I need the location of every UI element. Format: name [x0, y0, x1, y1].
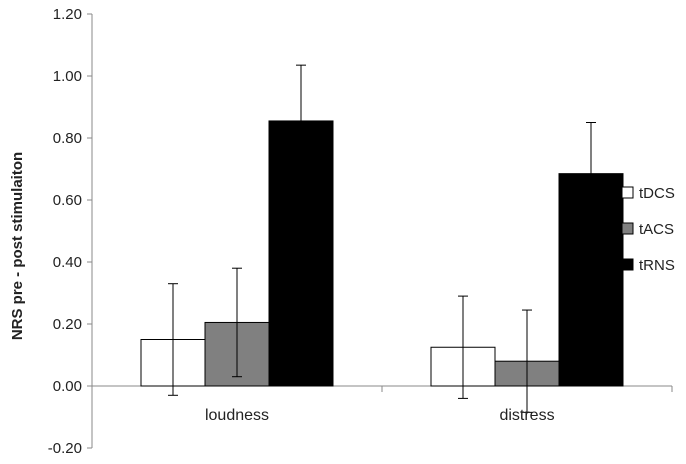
legend-label-tacs: tACS [639, 221, 674, 238]
y-tick-label: 1.20 [53, 6, 82, 23]
y-axis-label: NRS pre - post stimulaiton [9, 152, 26, 340]
legend-swatch-trns [621, 258, 634, 271]
y-axis-ticks: -0.20 0.00 0.20 0.40 0.60 0.80 1.00 1.20 [48, 6, 92, 457]
y-tick-label: 0.40 [53, 254, 82, 271]
y-tick-label: 0.20 [53, 316, 82, 333]
legend-label-trns: tRNS [639, 257, 675, 274]
bars-group [91, 64, 673, 413]
y-tick-label: 0.60 [53, 192, 82, 209]
legend: tDCS tACS tRNS [621, 185, 675, 274]
category-labels: loudness distress [205, 407, 555, 424]
legend-swatch-tacs [621, 222, 634, 235]
y-tick-label: 0.00 [53, 378, 82, 395]
y-tick-label: -0.20 [48, 440, 82, 457]
y-tick-label: 0.80 [53, 130, 82, 147]
category-label-loudness: loudness [205, 407, 269, 424]
y-tick-label: 1.00 [53, 68, 82, 85]
legend-label-tdcs: tDCS [639, 185, 675, 202]
legend-swatch-tdcs [621, 186, 634, 199]
category-label-distress: distress [499, 407, 554, 424]
